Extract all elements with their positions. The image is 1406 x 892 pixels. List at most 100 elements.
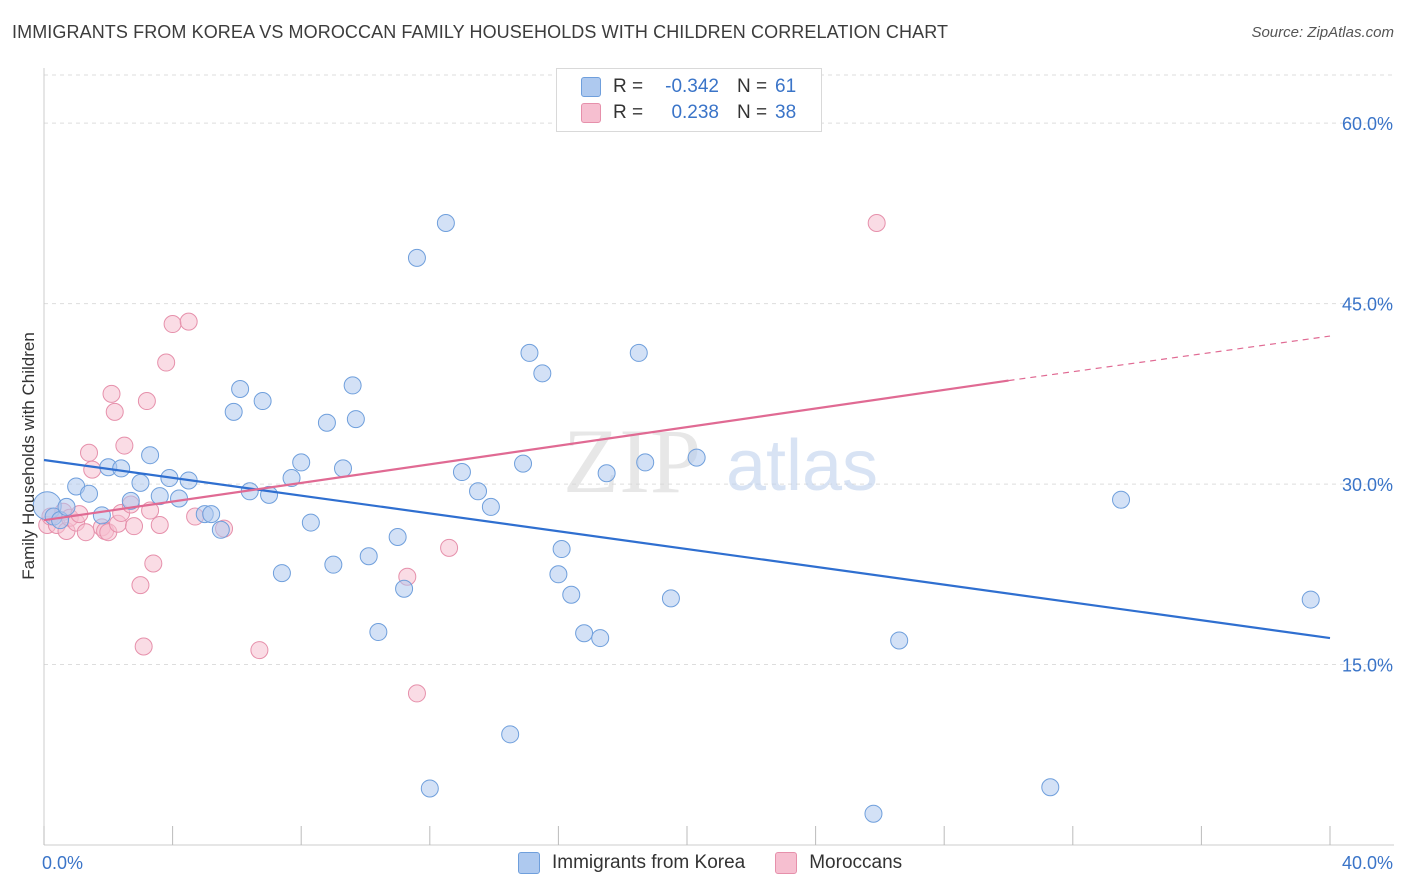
korea-point xyxy=(170,489,189,508)
moroccans-point xyxy=(134,637,153,656)
korea-point xyxy=(420,779,439,798)
watermark-atlas: atlas xyxy=(726,426,878,506)
korea-point xyxy=(452,463,471,482)
korea-point xyxy=(562,585,581,604)
moroccans-point xyxy=(105,402,124,421)
korea-point xyxy=(661,589,680,608)
moroccans-point xyxy=(131,576,150,595)
moroccans-point xyxy=(115,436,134,455)
legend-swatch-korea xyxy=(581,77,601,97)
legend-item-korea[interactable]: Immigrants from Korea xyxy=(518,852,745,874)
korea-point xyxy=(301,513,320,532)
moroccans-point xyxy=(144,554,163,573)
korea-point xyxy=(202,505,221,524)
korea-point xyxy=(343,376,362,395)
legend-n-label: N = xyxy=(737,102,768,123)
korea-point xyxy=(150,487,169,506)
moroccans-point xyxy=(76,523,95,542)
y-tick-label: 45.0% xyxy=(1342,295,1393,315)
watermark-zip: ZIP xyxy=(563,410,701,512)
korea-point xyxy=(520,343,539,362)
source-label[interactable]: Source: ZipAtlas.com xyxy=(1251,24,1394,41)
korea-point xyxy=(317,413,336,432)
moroccans-point xyxy=(163,315,182,334)
tick-labels: 15.0% 30.0% 45.0% 60.0% 0.0% 40.0% xyxy=(42,114,1393,873)
legend-n-label: N = xyxy=(737,76,768,97)
korea-point xyxy=(514,454,533,473)
korea-point xyxy=(346,410,365,429)
moroccans-point xyxy=(407,684,426,703)
moroccans-point xyxy=(125,517,144,536)
korea-point xyxy=(575,624,594,643)
korea-point xyxy=(211,520,230,539)
korea-point xyxy=(112,459,131,478)
korea-point xyxy=(629,343,648,362)
moroccans-point xyxy=(150,515,169,534)
korea-point xyxy=(282,469,301,488)
y-tick-label: 15.0% xyxy=(1342,656,1393,676)
korea-point xyxy=(292,453,311,472)
korea-point xyxy=(57,497,76,516)
legend-swatch-moroccans xyxy=(775,852,798,874)
korea-point xyxy=(687,448,706,467)
korea-point xyxy=(253,392,272,411)
korea-point xyxy=(224,402,243,421)
korea-point xyxy=(1041,778,1060,797)
korea-point xyxy=(552,540,571,559)
moroccans-point xyxy=(80,443,99,462)
legend-r-value: -0.342 xyxy=(665,76,719,97)
series-legend: Immigrants from Korea Moroccans xyxy=(518,852,932,874)
korea-point xyxy=(407,248,426,267)
korea-point xyxy=(141,446,160,465)
korea-point xyxy=(533,364,552,383)
korea-point xyxy=(469,482,488,501)
moroccans-point xyxy=(137,392,156,411)
moroccans-trend-line xyxy=(43,379,1009,522)
y-tick-label: 60.0% xyxy=(1342,114,1393,134)
moroccans-point xyxy=(157,353,176,372)
x-tick-label-min: 0.0% xyxy=(42,853,83,873)
legend-swatch-moroccans xyxy=(581,103,601,123)
legend-swatch-korea xyxy=(518,852,540,874)
korea-point xyxy=(121,491,140,510)
korea-point xyxy=(1112,490,1131,509)
y-axis-label: Family Households with Children xyxy=(19,332,38,580)
korea-point xyxy=(388,528,407,546)
korea-point xyxy=(324,555,343,574)
korea-point xyxy=(231,380,250,399)
legend-item-moroccans[interactable]: Moroccans xyxy=(775,852,902,874)
korea-point xyxy=(333,459,352,478)
legend-label-moroccans: Moroccans xyxy=(809,852,903,873)
legend-n-value: 38 xyxy=(775,102,797,123)
gridlines xyxy=(44,74,1394,666)
korea-point xyxy=(436,213,455,232)
korea-point xyxy=(597,464,616,483)
korea-points xyxy=(32,213,1320,823)
korea-point xyxy=(395,579,414,598)
stats-legend: R = -0.342 N = 61 R = 0.238 N = 38 xyxy=(556,68,822,132)
korea-point xyxy=(549,565,568,584)
x-tick-label-max: 40.0% xyxy=(1342,853,1393,873)
moroccans-point xyxy=(867,213,886,232)
korea-point xyxy=(131,473,150,492)
legend-label-korea: Immigrants from Korea xyxy=(552,852,746,873)
korea-point xyxy=(272,564,291,583)
moroccans-trend-extension xyxy=(1008,335,1331,382)
korea-point xyxy=(92,506,111,525)
moroccans-point xyxy=(102,384,121,403)
moroccans-point xyxy=(179,312,198,331)
korea-point xyxy=(481,497,500,516)
legend-n-value: 61 xyxy=(775,76,797,97)
korea-point xyxy=(864,804,883,823)
korea-point xyxy=(501,725,520,744)
legend-r-value: 0.238 xyxy=(671,102,719,123)
trend-lines xyxy=(43,335,1331,640)
moroccans-point xyxy=(250,641,269,660)
legend-row-moroccans: R = 0.238 N = 38 xyxy=(581,100,796,126)
korea-point xyxy=(369,623,388,642)
axes xyxy=(43,68,1394,846)
legend-row-korea: R = -0.342 N = 61 xyxy=(581,74,796,100)
korea-point xyxy=(591,629,610,648)
korea-point xyxy=(80,484,99,503)
moroccans-point xyxy=(83,460,102,479)
